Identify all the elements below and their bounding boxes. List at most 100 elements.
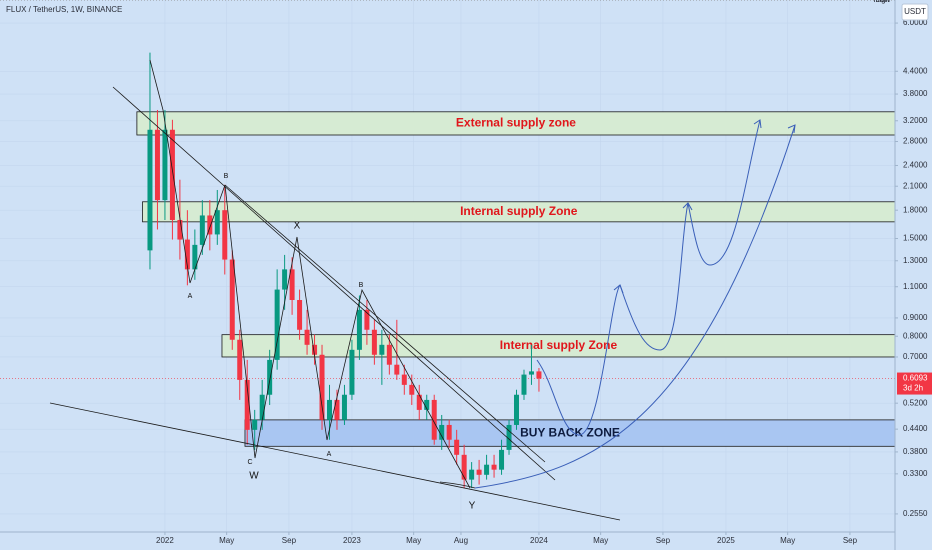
candle-body <box>341 394 347 420</box>
candle-body <box>282 269 288 290</box>
candle-body <box>207 215 213 235</box>
wave-label: Y <box>469 501 476 512</box>
y-tick-label: 0.5200 <box>903 398 928 407</box>
candle-body <box>334 399 340 420</box>
candle-body <box>274 289 280 360</box>
candle-body <box>184 239 190 270</box>
wave-labels: A B X A B C W Y <box>188 173 476 512</box>
zone-label: BUY BACK ZONE <box>520 425 620 439</box>
zone <box>244 419 896 447</box>
candle-body <box>297 299 303 330</box>
x-tick-label: 2023 <box>343 536 361 545</box>
wave-label: A <box>188 293 193 300</box>
wave-label: C <box>247 459 252 466</box>
y-tick-label: 1.1000 <box>903 282 928 291</box>
y-tick-label: 0.7000 <box>903 352 928 361</box>
x-tick-label: Sep <box>282 536 297 545</box>
candle-body <box>536 371 542 379</box>
zone-label: Internal supply Zone <box>500 338 618 352</box>
y-tick-label: 0.3800 <box>903 447 928 456</box>
candle-body <box>304 329 310 345</box>
y-tick-label: 0.8000 <box>903 331 928 340</box>
candle-body <box>386 344 392 365</box>
y-tick-label: 1.5000 <box>903 234 928 243</box>
x-tick-label: Aug <box>454 536 468 545</box>
candle-body <box>461 454 467 480</box>
y-tick-label: 3.2000 <box>903 116 928 125</box>
candle-body <box>162 129 168 201</box>
candle-body <box>401 374 407 385</box>
y-tick-label: 1.8000 <box>903 205 928 214</box>
countdown: 3d 2h <box>903 384 923 393</box>
trendline <box>112 86 556 481</box>
x-tick-label: Sep <box>843 536 858 545</box>
candle-body <box>469 469 475 480</box>
candle-body <box>319 354 325 420</box>
candle-body <box>491 464 497 470</box>
candle-body <box>229 259 235 340</box>
candle-body <box>199 215 205 245</box>
x-tick-label: May <box>593 536 608 545</box>
y-tick-label: 0.3300 <box>903 469 928 478</box>
high-title: High <box>874 0 890 4</box>
x-tick-label: May <box>219 536 234 545</box>
candle-body <box>409 384 415 395</box>
wave-label: A <box>327 451 332 458</box>
candle-body <box>327 399 333 420</box>
low-title: Low <box>875 0 890 4</box>
y-tick-label: 0.2550 <box>903 509 928 518</box>
candle-body <box>416 394 422 410</box>
candle-body <box>222 210 228 260</box>
candle-body <box>371 329 377 355</box>
y-tick-label: 2.1000 <box>903 181 928 190</box>
trendline <box>224 184 546 463</box>
wave-label: B <box>359 282 364 289</box>
candle-body <box>259 394 265 420</box>
projection <box>536 284 621 436</box>
candle-body <box>379 344 385 355</box>
candle-body <box>147 129 153 251</box>
candle-body <box>394 364 400 375</box>
candle-body <box>446 424 452 440</box>
x-tick-label: 2025 <box>717 536 735 545</box>
candle-body <box>454 439 460 455</box>
candle-body <box>349 349 355 395</box>
candle-body <box>364 309 370 330</box>
x-tick-label: Sep <box>656 536 671 545</box>
candle-body <box>267 359 273 395</box>
candle-body <box>528 371 534 375</box>
zone-label: External supply zone <box>456 116 576 130</box>
candle-body <box>154 129 160 201</box>
projection <box>474 124 796 489</box>
candle-body <box>356 309 362 350</box>
candle-body <box>476 469 482 475</box>
y-tick-label: 2.8000 <box>903 137 928 146</box>
y-tick-label: 1.3000 <box>903 256 928 265</box>
y-tick-label: 3.8000 <box>903 89 928 98</box>
wave-label: B <box>224 173 229 180</box>
y-tick-label: 0.4400 <box>903 424 928 433</box>
wave-zigzag <box>149 59 471 489</box>
zone-label: Internal supply Zone <box>460 204 578 218</box>
candle-body <box>289 269 295 300</box>
last-price-box <box>897 372 932 395</box>
wave-label: X <box>294 221 301 232</box>
x-tick-label: May <box>406 536 421 545</box>
candle-body <box>521 374 527 395</box>
chart-title: FLUX / TetherUS, 1W, BINANCE <box>6 5 122 14</box>
wave-arc <box>439 481 476 489</box>
trendline <box>49 402 621 521</box>
x-tick-label: 2024 <box>530 536 548 545</box>
arrow-heads <box>613 119 796 294</box>
currency-box <box>901 3 929 21</box>
candle-body <box>177 219 183 240</box>
candle-body <box>252 419 258 430</box>
candle-body <box>237 339 243 380</box>
currency: USDT <box>904 7 926 16</box>
candle-body <box>424 399 430 410</box>
x-tick-label: May <box>780 536 795 545</box>
candle-body <box>506 424 512 450</box>
candle-body <box>484 464 490 475</box>
candle-body <box>499 449 505 470</box>
